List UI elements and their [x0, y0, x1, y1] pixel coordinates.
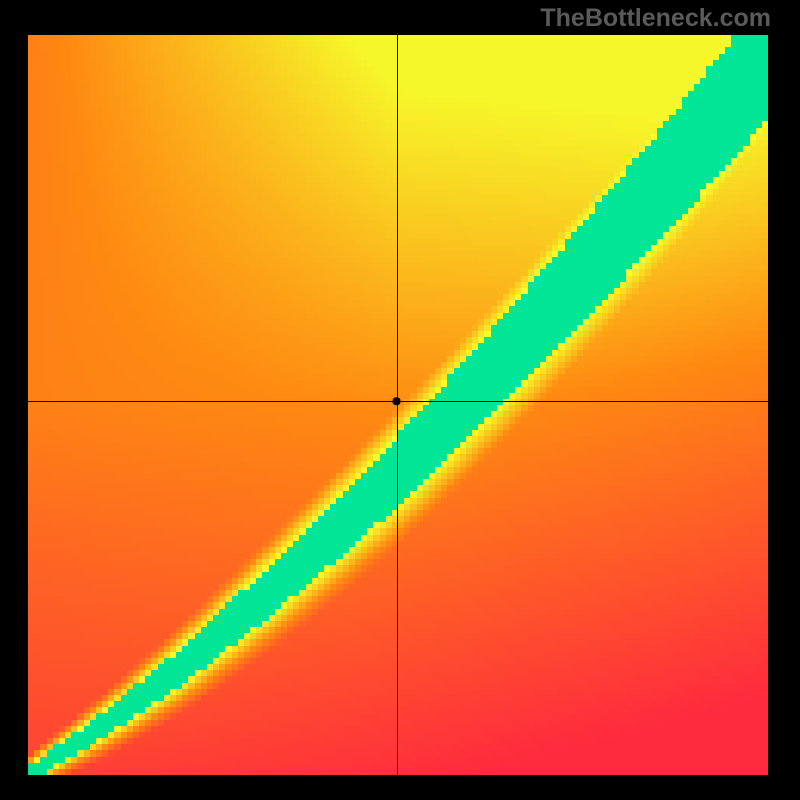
chart-container: TheBottleneck.com — [0, 0, 800, 800]
watermark-text: TheBottleneck.com — [540, 4, 771, 33]
bottleneck-heatmap — [28, 35, 768, 775]
